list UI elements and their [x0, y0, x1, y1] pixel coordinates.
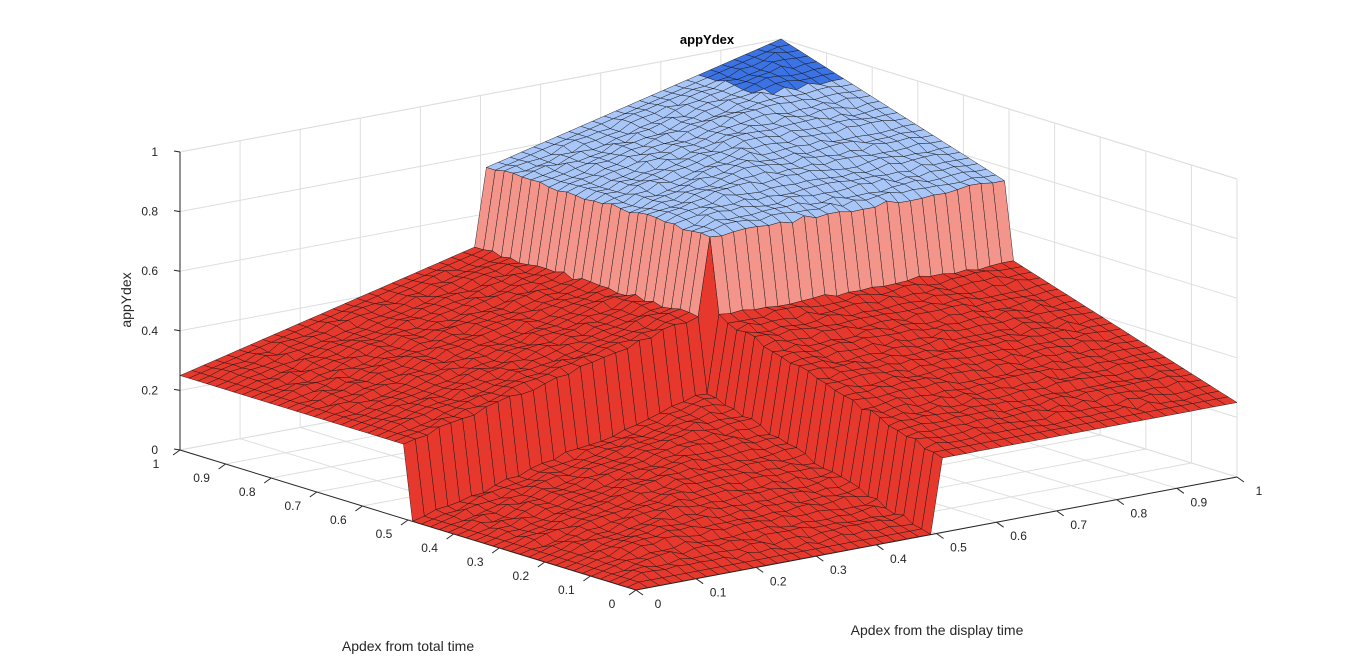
x-tick-label: 1	[1256, 484, 1263, 498]
z-tick-label: 0.6	[141, 264, 158, 278]
y-tick-label: 0.1	[558, 583, 575, 597]
z-tick	[173, 269, 181, 272]
z-tick-label: 0.8	[141, 205, 158, 219]
y-tick-label: 0.2	[512, 569, 529, 583]
z-tick-label: 0.4	[141, 324, 158, 338]
x-tick-label: 0.8	[1130, 507, 1147, 521]
y-tick-label: 0.9	[193, 471, 210, 485]
x-axis-label: Apdex from the display time	[851, 622, 1024, 638]
x-tick	[755, 566, 764, 573]
y-tick	[400, 519, 409, 526]
x-tick-label: 0.5	[950, 541, 967, 555]
x-tick-label: 0.6	[1010, 529, 1027, 543]
y-tick-label: 0.4	[421, 541, 438, 555]
z-tick-label: 0	[151, 443, 158, 457]
y-tick	[309, 491, 318, 498]
x-tick	[695, 578, 704, 585]
x-tick-label: 0	[655, 597, 662, 611]
x-tick	[1176, 487, 1185, 494]
y-tick-label: 0.3	[467, 555, 484, 569]
x-tick-label: 0.9	[1191, 495, 1208, 509]
y-tick	[537, 561, 546, 568]
x-tick	[876, 544, 884, 551]
z-tick	[173, 388, 181, 391]
wall-grid-line	[780, 38, 1238, 180]
x-tick	[1116, 499, 1125, 506]
y-tick	[355, 505, 363, 512]
x-tick-label: 0.7	[1070, 518, 1087, 532]
z-tick	[173, 210, 181, 213]
x-tick	[816, 555, 824, 562]
y-tick-label: 0.7	[284, 499, 301, 513]
y-tick-label: 0.8	[239, 485, 256, 499]
chart-title: appYdex	[680, 32, 735, 47]
x-tick	[936, 533, 944, 539]
x-tick-label: 0.4	[890, 552, 907, 566]
y-tick-label: 0.6	[330, 513, 347, 527]
x-tick	[1056, 510, 1064, 517]
y-tick	[218, 463, 226, 470]
y-tick	[491, 547, 500, 554]
x-tick	[635, 589, 644, 596]
y-tick-label: 1	[153, 457, 160, 471]
y-tick	[172, 449, 181, 456]
y-tick-label: 0.5	[376, 527, 393, 541]
axes-lines	[172, 150, 1245, 596]
y-tick	[628, 589, 637, 596]
y-tick	[446, 533, 454, 540]
x-tick	[1236, 476, 1245, 483]
x-tick	[996, 521, 1004, 528]
y-tick	[583, 575, 591, 582]
wall-grid-line	[179, 38, 782, 153]
z-tick	[173, 329, 181, 332]
surface-mesh	[179, 38, 1238, 591]
x-tick-label: 0.2	[770, 574, 787, 588]
z-axis-label: appYdex	[118, 272, 134, 327]
z-tick	[173, 150, 181, 153]
z-tick	[173, 448, 181, 451]
tick-labels: 00.10.20.30.40.50.60.70.80.9100.10.20.30…	[141, 145, 1262, 611]
y-axis-label: Apdex from total time	[342, 638, 474, 654]
x-tick-label: 0.3	[830, 563, 847, 577]
y-tick	[263, 477, 272, 484]
z-tick-label: 0.2	[141, 383, 158, 397]
x-tick-label: 0.1	[710, 586, 727, 600]
z-tick-label: 1	[151, 145, 158, 159]
y-tick-label: 0	[609, 597, 616, 611]
